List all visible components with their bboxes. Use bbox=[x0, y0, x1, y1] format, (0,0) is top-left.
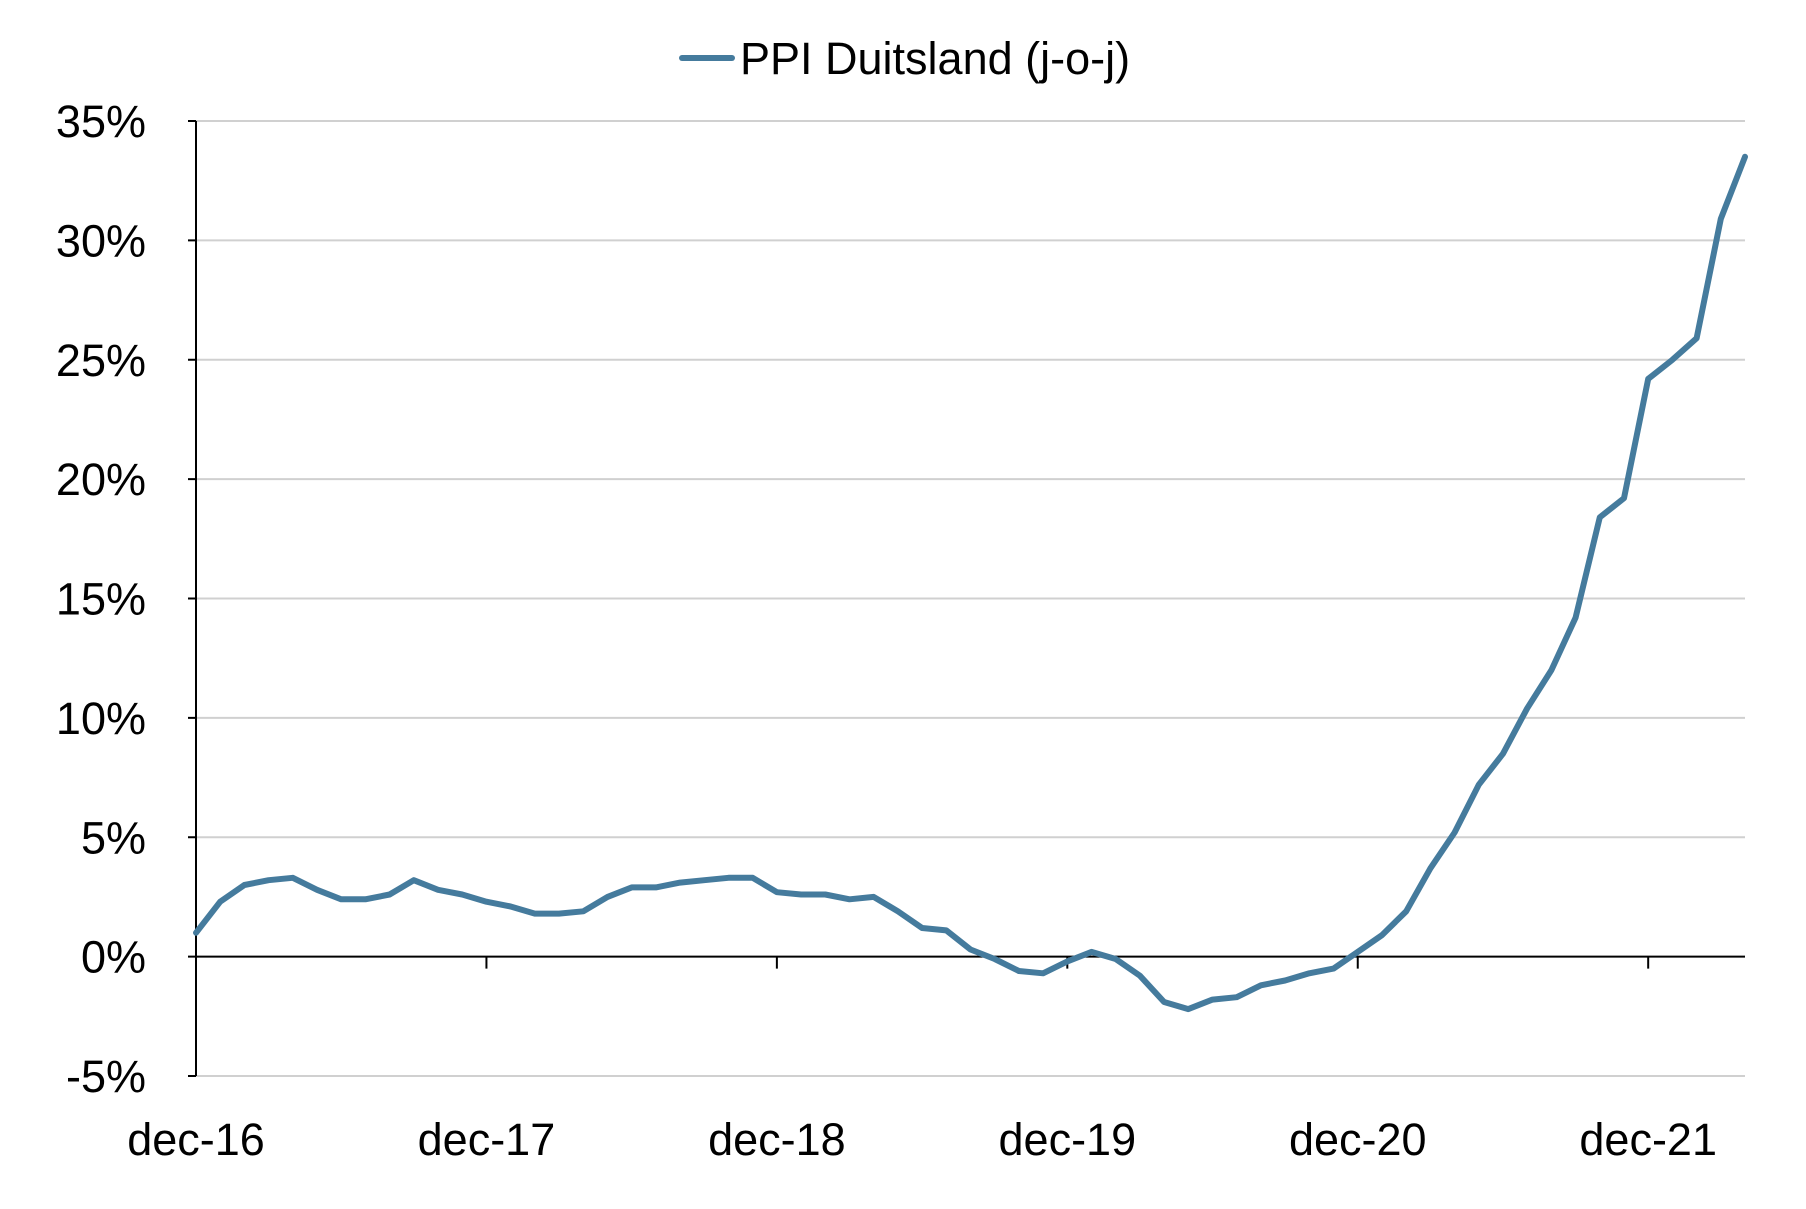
y-tick-label: -5% bbox=[66, 1051, 146, 1102]
y-tick-label: 20% bbox=[56, 454, 146, 505]
x-tick-label: dec-16 bbox=[127, 1114, 265, 1165]
y-tick-label: 15% bbox=[56, 574, 146, 625]
x-tick-label: dec-18 bbox=[708, 1114, 846, 1165]
series-layer bbox=[193, 153, 1748, 1013]
axes: 35% 30% 25% 20% 15% 10% 5% 0% -5% dec-16 dec-17 dec… bbox=[56, 96, 1745, 1165]
gridlines bbox=[196, 120, 1745, 1077]
legend-label: PPI Duitsland (j-o-j) bbox=[740, 33, 1130, 84]
y-tick-label: 5% bbox=[81, 812, 146, 863]
x-tick-label: dec-17 bbox=[418, 1114, 556, 1165]
y-tick-label: 10% bbox=[56, 693, 146, 744]
legend: PPI Duitsland (j-o-j) bbox=[679, 33, 1130, 84]
series-line bbox=[193, 153, 1748, 1013]
y-tick-label: 0% bbox=[81, 932, 146, 983]
y-tick-label: 35% bbox=[56, 96, 146, 147]
x-tick-label: dec-19 bbox=[999, 1114, 1137, 1165]
y-tick-label: 30% bbox=[56, 215, 146, 266]
x-tick-label: dec-20 bbox=[1289, 1114, 1427, 1165]
x-tick-label: dec-21 bbox=[1579, 1114, 1717, 1165]
y-tick-label: 25% bbox=[56, 335, 146, 386]
